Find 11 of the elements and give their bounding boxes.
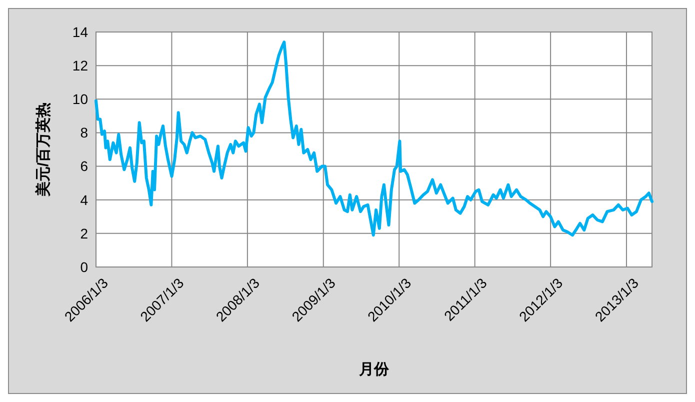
x-axis-title: 月份 xyxy=(358,361,390,378)
y-tick-label: 8 xyxy=(80,124,88,141)
y-tick-label: 6 xyxy=(80,158,88,174)
y-tick-label: 10 xyxy=(72,91,88,108)
y-tick-label: 2 xyxy=(80,225,88,242)
y-axis-title: 美元/百万英热 xyxy=(34,102,52,198)
y-tick-label: 0 xyxy=(80,258,88,275)
y-tick-label: 12 xyxy=(72,57,88,74)
y-tick-label: 14 xyxy=(72,24,88,40)
line-series xyxy=(94,40,654,237)
y-tick-label: 4 xyxy=(80,192,88,208)
